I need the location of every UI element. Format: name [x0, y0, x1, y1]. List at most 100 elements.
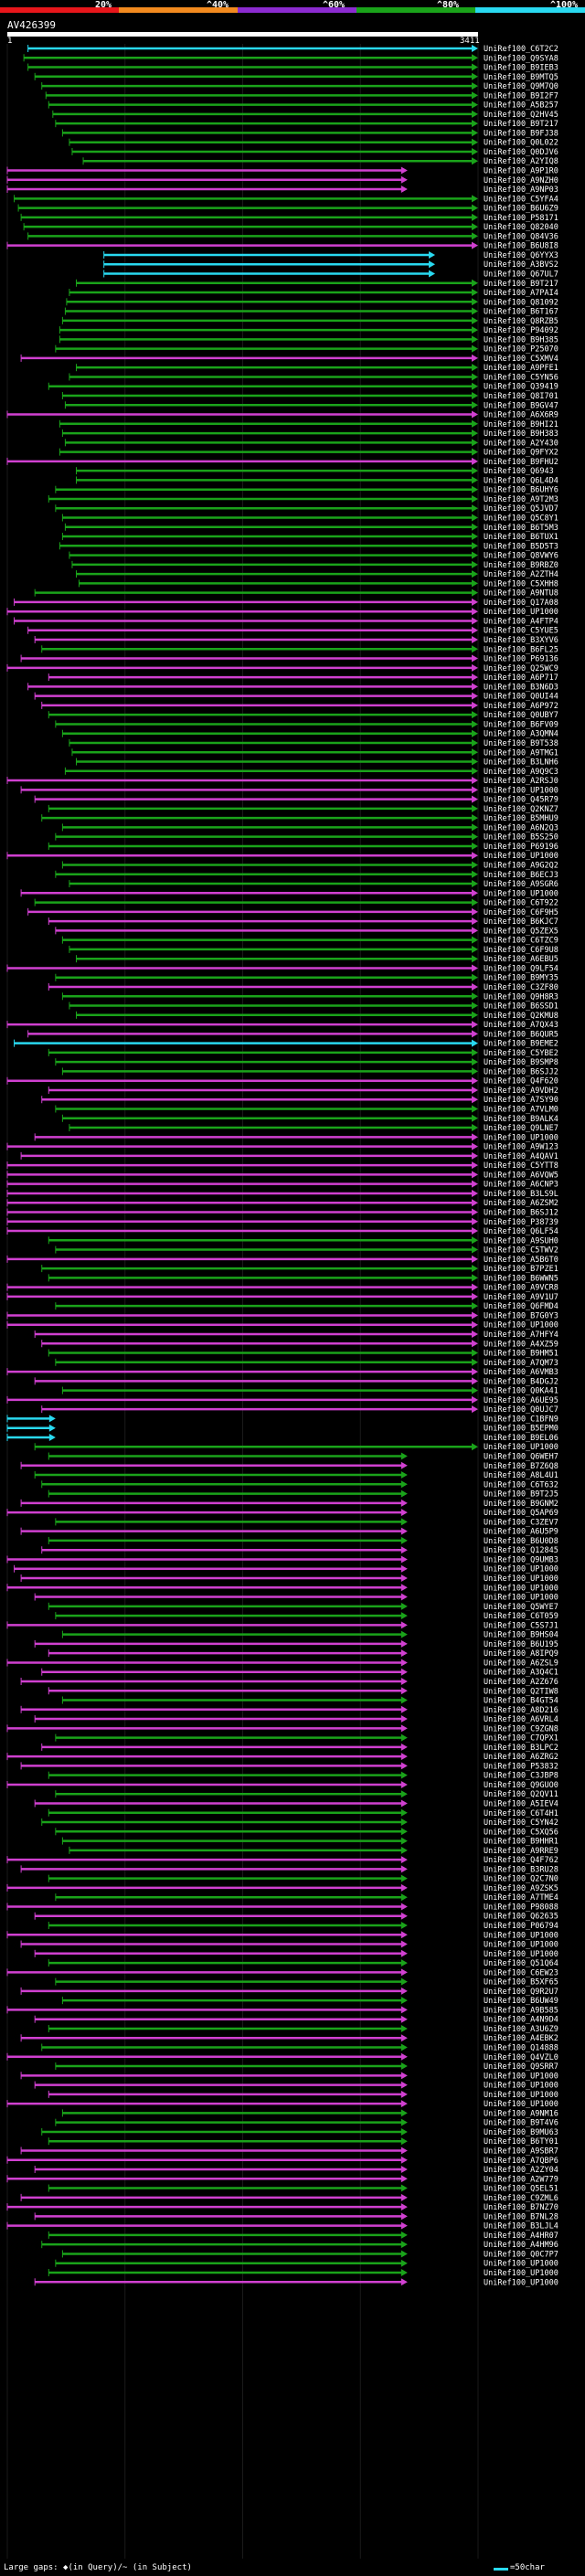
hit-row: UniRef100_C5XQ56 — [55, 1828, 558, 1837]
hit-arrowhead — [400, 1527, 408, 1535]
hit-label: UniRef100_P38739 — [484, 1218, 558, 1227]
hit-label: UniRef100_Q8I701 — [484, 392, 558, 401]
hit-arrowhead — [472, 955, 478, 963]
hit-row: UniRef100_C5YBE2 — [48, 1048, 558, 1058]
hit-row: UniRef100_A7VLM0 — [55, 1105, 558, 1115]
hit-arrowhead — [400, 2250, 408, 2258]
hit-row: UniRef100_C6T922 — [34, 898, 558, 908]
hit-label: UniRef100_P69136 — [484, 655, 558, 664]
hit-label: UniRef100_Q0C7P7 — [484, 2250, 558, 2259]
hit-arrowhead — [472, 72, 478, 80]
hit-arrowhead — [472, 45, 478, 52]
hit-label: UniRef100_A6N2Q3 — [484, 823, 558, 832]
hit-arrowhead — [472, 335, 478, 344]
hit-arrowhead — [472, 82, 478, 90]
hit-label: UniRef100_A3U6Z9 — [484, 2025, 558, 2034]
hit-label: UniRef100_A2Y430 — [484, 439, 558, 448]
hit-arrowhead — [472, 1265, 478, 1273]
hit-label: UniRef100_A6VQW5 — [484, 1171, 558, 1180]
hit-arrowhead — [472, 1217, 478, 1225]
hit-label: UniRef100_A7SY90 — [484, 1096, 558, 1105]
hit-row: UniRef100_Q4VZL0 — [6, 2052, 558, 2062]
hit-arrowhead — [472, 1199, 478, 1207]
hit-label: UniRef100_Q8RZB5 — [484, 317, 558, 326]
hit-row: UniRef100_B7NZ70 — [6, 2203, 558, 2212]
hit-row: UniRef100_UP1000 — [20, 1574, 558, 1584]
hit-arrowhead — [472, 598, 478, 606]
hit-label: UniRef100_B3N6D3 — [484, 683, 558, 692]
hit-label: UniRef100_A9ZSK5 — [484, 1884, 558, 1893]
hit-row: UniRef100_B6U8I8 — [6, 241, 558, 251]
hit-row: UniRef100_B3LJL4 — [6, 2221, 558, 2231]
hit-row: UniRef100_A9G2Q2 — [61, 861, 558, 870]
hit-arrowhead — [400, 1743, 408, 1751]
hit-row: UniRef100_Q6943 — [75, 467, 554, 476]
hit-row: UniRef100_B9HI21 — [58, 419, 558, 429]
hit-label: UniRef100_B3LJL4 — [484, 2222, 558, 2231]
hit-arrowhead — [472, 663, 478, 672]
hit-row: UniRef100_Q67UL7 — [103, 270, 558, 279]
hit-label: UniRef100_C5YUE5 — [484, 627, 558, 636]
hit-arrowhead — [472, 373, 478, 381]
hit-row: UniRef100_A3Q4C1 — [41, 1668, 558, 1678]
hit-label: UniRef100_Q9M7Q0 — [484, 82, 558, 91]
hit-label: UniRef100_B7NZ70 — [484, 2203, 558, 2212]
hit-arrowhead — [472, 1058, 478, 1066]
hit-arrowhead — [400, 1452, 408, 1460]
hit-arrowhead — [400, 1649, 408, 1658]
hit-row: UniRef100_UP1000 — [20, 889, 558, 898]
hit-row: UniRef100_B9T217 — [55, 120, 558, 129]
hit-arrowhead — [400, 1893, 408, 1902]
hit-label: UniRef100_B6U6Z9 — [484, 205, 558, 214]
hit-label: UniRef100_A6UE95 — [484, 1396, 558, 1405]
hit-arrowhead — [400, 1518, 408, 1526]
hit-label: UniRef100_Q12845 — [484, 1546, 558, 1555]
hit-arrowhead — [472, 936, 478, 944]
hit-arrowhead — [429, 260, 436, 269]
hit-row: UniRef100_UP1000 — [34, 2278, 558, 2287]
hit-arrowhead — [400, 2081, 408, 2089]
hit-row: UniRef100_A2YIQ8 — [82, 157, 558, 166]
hit-arrowhead — [472, 832, 478, 841]
hit-label: UniRef100_Q6LF54 — [484, 1227, 558, 1236]
hit-arrowhead — [472, 1311, 478, 1320]
hit-label: UniRef100_Q82040 — [484, 223, 558, 232]
hit-label: UniRef100_B9HI21 — [484, 420, 558, 429]
hit-arrowhead — [472, 786, 478, 794]
hit-label: UniRef100_Q6YYX3 — [484, 251, 558, 260]
legend-label-60: ^60% — [323, 0, 346, 10]
hit-label: UniRef100_A4HR07 — [484, 2231, 558, 2241]
hit-label: UniRef100_UP1000 — [484, 1565, 558, 1574]
hit-arrowhead — [472, 1114, 478, 1122]
hit-row: UniRef100_Q8RZB5 — [61, 316, 558, 326]
hit-arrowhead — [400, 1883, 408, 1892]
hit-arrowhead — [472, 1151, 478, 1160]
hit-label: UniRef100_Q81092 — [484, 298, 558, 307]
hit-row: UniRef100_Q9H8R3 — [61, 992, 558, 1002]
hit-arrowhead — [400, 2118, 408, 2126]
hit-label: UniRef100_Q8VWY6 — [484, 552, 558, 561]
hit-row: UniRef100_Q45R79 — [34, 795, 558, 805]
hit-arrowhead — [400, 1949, 408, 1957]
hit-label: UniRef100_B6U0D8 — [484, 1537, 558, 1546]
hit-label: UniRef100_UP1000 — [484, 1950, 558, 1959]
hit-label: UniRef100_A9NZH0 — [484, 176, 558, 186]
legend-label-40: ^40% — [207, 0, 229, 10]
hit-row: UniRef100_Q6L4D4 — [75, 476, 558, 485]
hit-row: UniRef100_UP1000 — [20, 1940, 558, 1950]
hit-arrowhead — [472, 1096, 478, 1104]
hit-row: UniRef100_B9EL06 — [6, 1433, 558, 1443]
hit-arrowhead — [400, 1584, 408, 1592]
hit-label: UniRef100_Q6L4D4 — [484, 476, 558, 485]
hit-label: UniRef100_Q84V36 — [484, 232, 558, 241]
hit-row: UniRef100_A9T2M3 — [48, 494, 558, 504]
hit-arrowhead — [472, 673, 478, 682]
hit-label: UniRef100_A9SUH0 — [484, 1236, 558, 1246]
hit-arrowhead — [472, 157, 478, 165]
legend-segment-60 — [238, 7, 356, 13]
hit-label: UniRef100_B9SMP8 — [484, 1058, 558, 1067]
hit-row: UniRef100_C6T632 — [41, 1480, 558, 1489]
hit-row: UniRef100_Q9SRR7 — [55, 2062, 558, 2072]
hit-row: UniRef100_B5EPM0 — [6, 1424, 558, 1434]
hit-arrowhead — [472, 1021, 478, 1029]
